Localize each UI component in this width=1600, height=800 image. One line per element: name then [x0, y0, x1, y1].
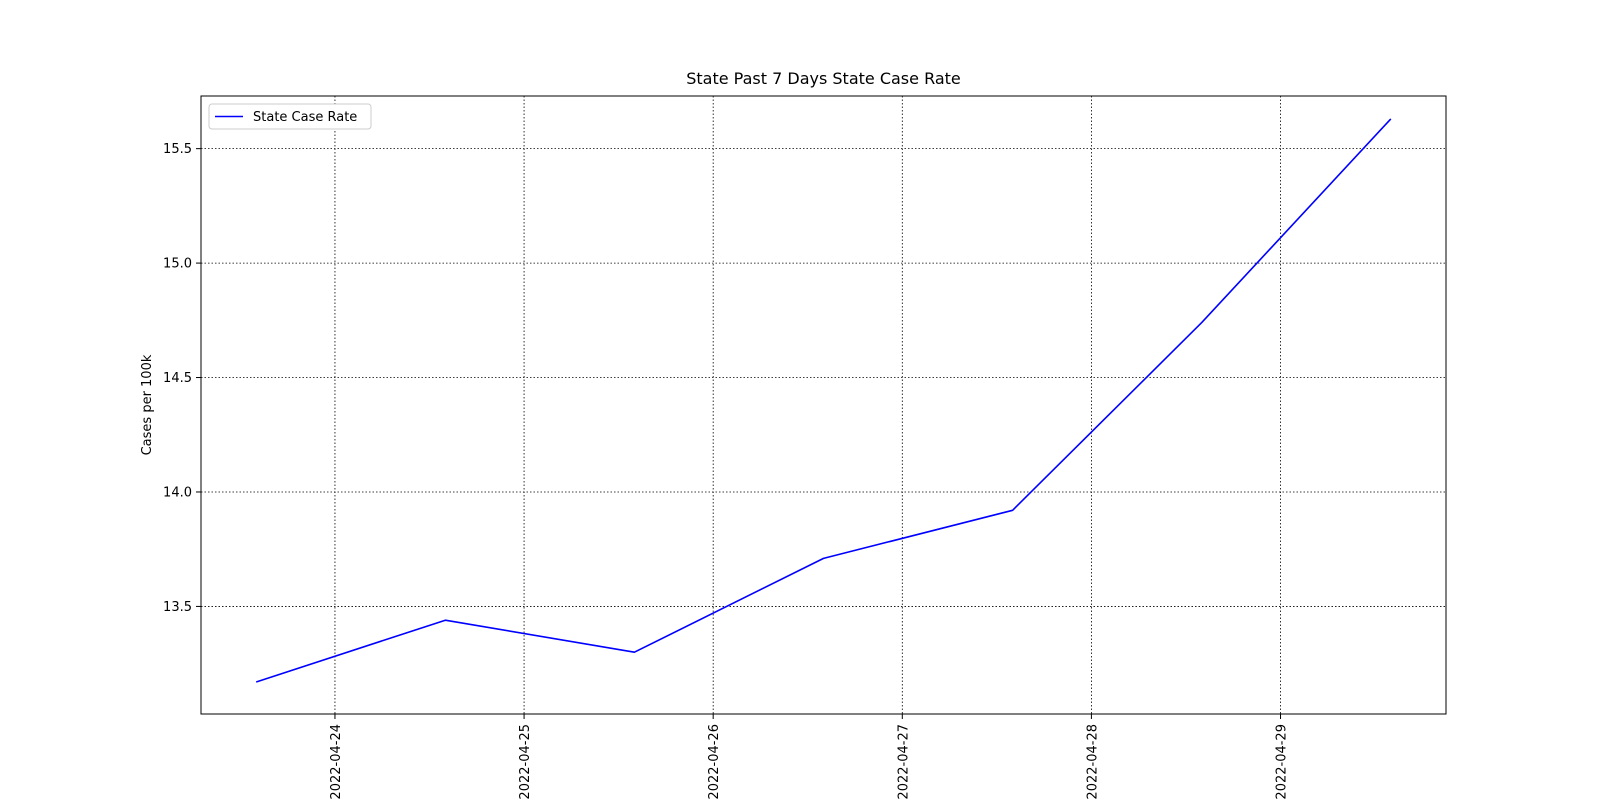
- series-line-state-case-rate: [255, 118, 1392, 683]
- x-tick-label: 2022-04-26: [707, 724, 722, 800]
- legend-label-state-case-rate: State Case Rate: [253, 110, 357, 125]
- y-tick-label: 13.5: [163, 600, 192, 615]
- x-tick-label: 2022-04-29: [1275, 724, 1290, 800]
- y-tick-label: 15.0: [163, 257, 192, 272]
- x-tick-label: 2022-04-28: [1085, 724, 1100, 800]
- x-tick-label: 2022-04-24: [329, 724, 344, 800]
- y-tick-label: 14.0: [163, 485, 192, 500]
- series-layer: [255, 118, 1392, 683]
- y-tick-label: 14.5: [163, 371, 192, 386]
- x-tick-label: 2022-04-27: [896, 724, 911, 800]
- y-tick-label: 15.5: [163, 142, 192, 157]
- legend-box: [208, 103, 372, 130]
- x-tick-label: 2022-04-25: [518, 724, 533, 800]
- y-axis-label: Cases per 100k: [140, 354, 155, 455]
- grid: [201, 96, 1446, 714]
- legend: State Case Rate: [208, 103, 372, 130]
- x-axis: 2022-04-24 2022-04-25 2022-04-26 2022-04-27…: [329, 714, 1290, 800]
- chart-title: State Past 7 Days State Case Rate: [686, 69, 961, 88]
- plot-frame: [200, 95, 1447, 715]
- y-axis: 13.5 14.0 14.5 15.0 15.5: [163, 142, 201, 615]
